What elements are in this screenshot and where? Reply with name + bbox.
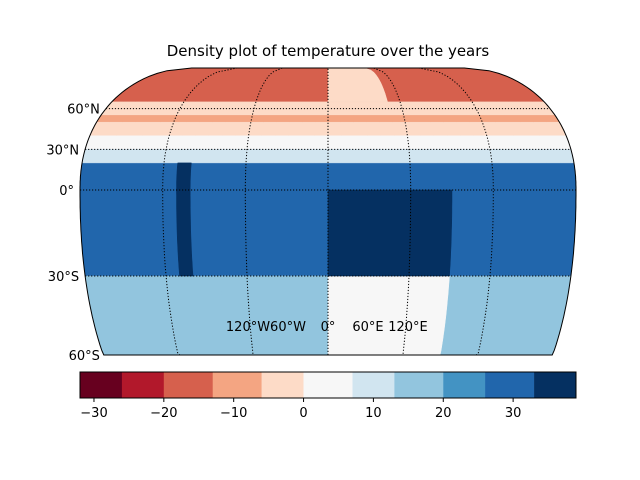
- longitude-label: 120°E: [388, 320, 428, 335]
- chart-title: Density plot of temperature over the yea…: [167, 42, 490, 60]
- temperature-region: [111, 68, 283, 103]
- meridian-line: [373, 68, 412, 355]
- longitude-label: 60°E: [352, 320, 383, 335]
- colorbar-tick-label: −30: [80, 406, 107, 421]
- colorbar-tick-label: 20: [435, 406, 452, 421]
- latitude-label: 60°S: [69, 349, 100, 364]
- temperature-region: [96, 115, 560, 123]
- colorbar-tick-label: −10: [220, 406, 247, 421]
- temperature-region: [327, 189, 453, 277]
- colorbar-cell: [394, 372, 444, 398]
- colorbar-cell: [352, 372, 395, 398]
- colorbar-cell: [261, 372, 304, 398]
- latitude-labels: 60°N 30°N 0° 30°S 60°S: [46, 103, 100, 364]
- colorbar-cell: [534, 372, 577, 398]
- meridian-line: [244, 68, 283, 355]
- latitude-label: 0°: [59, 184, 74, 199]
- colorbar-tick-label: −20: [150, 406, 177, 421]
- colorbar-cell: [212, 372, 262, 398]
- colorbar-cell: [443, 372, 486, 398]
- temperature-region: [219, 275, 329, 355]
- temperature-region: [365, 68, 545, 103]
- longitude-labels: 120°W 60°W 0° 60°E 120°E: [226, 320, 428, 335]
- colorbar-tick-label: 10: [365, 406, 382, 421]
- colorbar-tick-label: 30: [505, 406, 522, 421]
- map: [79, 67, 577, 356]
- colorbar-cell: [303, 372, 353, 398]
- longitude-label: 120°W: [226, 320, 270, 335]
- colorbar-cell: [163, 372, 213, 398]
- colorbar-cells: [80, 372, 577, 398]
- latitude-label: 30°S: [48, 270, 79, 285]
- colorbar-cell: [80, 372, 123, 398]
- colorbar-cell: [485, 372, 535, 398]
- graticule: [80, 68, 576, 355]
- temperature-region: [327, 275, 450, 355]
- colorbar: −30 −20 −10 0 10 20 30: [79, 371, 577, 421]
- colorbar-cell: [121, 372, 165, 398]
- map-outline: [79, 67, 577, 356]
- colorbar-ticks: −30 −20 −10 0 10 20 30: [80, 398, 521, 421]
- longitude-label: 60°W: [270, 320, 306, 335]
- latitude-label: 60°N: [67, 103, 100, 118]
- colorbar-frame: [79, 371, 577, 399]
- longitude-label: 0°: [321, 320, 336, 335]
- latitude-label: 30°N: [46, 143, 79, 158]
- temperature-region: [176, 162, 194, 277]
- colorbar-tick-label: 0: [299, 406, 307, 421]
